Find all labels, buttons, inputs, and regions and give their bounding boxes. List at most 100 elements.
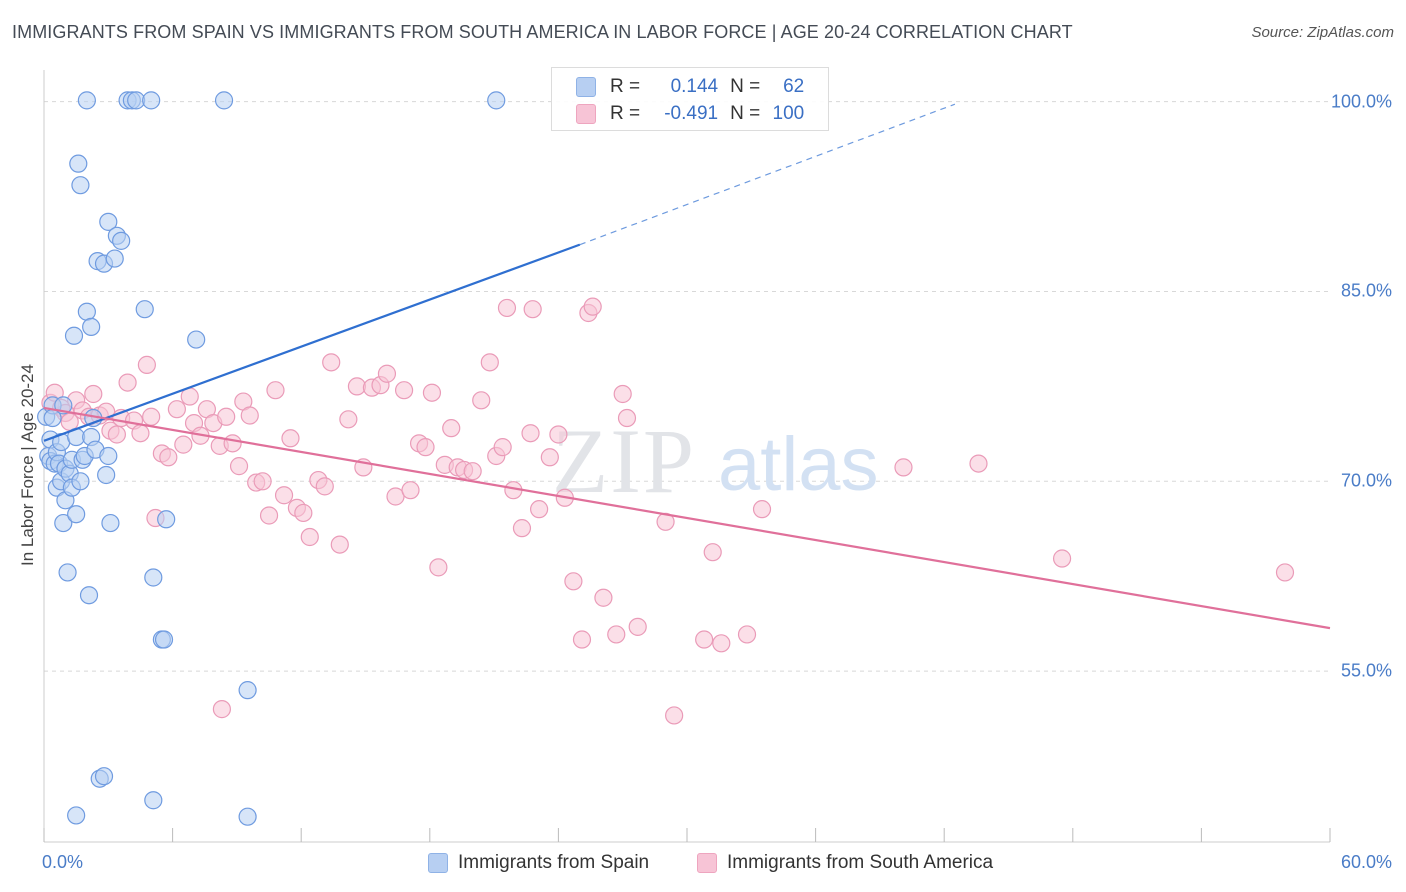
south-america-point <box>894 458 913 477</box>
watermark-zip: ZIP <box>552 410 696 512</box>
south-america-point <box>493 438 512 457</box>
bottom-legend-label-spain: Immigrants from Spain <box>458 852 650 873</box>
south-america-point <box>223 434 242 453</box>
south-america-point <box>266 381 285 400</box>
south-america-point <box>229 457 249 476</box>
south-america-point <box>607 625 626 644</box>
trendlines <box>43 103 1331 630</box>
south-america-point <box>217 407 236 426</box>
spain-point <box>214 91 234 110</box>
south-america-trendline <box>43 406 1331 630</box>
south-america-point <box>294 503 313 523</box>
south-america-point <box>540 448 559 467</box>
south-america-point <box>572 630 592 649</box>
legend-n-value-spain: 62 <box>783 76 805 97</box>
south-america-point <box>463 462 482 481</box>
spain-trendline-extension <box>579 103 956 246</box>
south-america-point <box>142 407 161 426</box>
south-america-point <box>712 634 731 653</box>
watermark: ZIP atlas <box>552 410 879 512</box>
south-america-point <box>137 355 156 374</box>
south-america-point <box>347 377 367 396</box>
x-tick-min: 0.0% <box>42 852 84 872</box>
spain-point <box>54 513 73 533</box>
correlation-legend: R = 0.144 N = 62 R = -0.491 N = 100 <box>551 67 829 131</box>
spain-point <box>97 465 116 485</box>
bottom-legend-swatch-spain <box>428 853 448 873</box>
bottom-legend-swatch-south-america <box>697 853 717 873</box>
south-america-point <box>107 425 126 444</box>
south-america-point <box>523 300 542 319</box>
south-america-point <box>339 410 358 429</box>
south-america-point <box>174 435 193 454</box>
south-america-point <box>131 424 150 443</box>
spain-point <box>238 681 257 700</box>
spain-point <box>144 568 163 587</box>
south-america-point <box>159 448 178 467</box>
spain-point <box>71 472 90 491</box>
source-credit: Source: ZipAtlas.com <box>1251 24 1394 41</box>
spain-point <box>487 91 506 110</box>
spain-point <box>99 212 118 231</box>
south-america-point <box>377 364 397 383</box>
south-america-point <box>472 391 491 410</box>
south-america-point <box>259 506 279 525</box>
south-america-point <box>665 706 684 725</box>
spain-point <box>101 513 120 533</box>
bottom-legend-south-america[interactable]: Immigrants from South America <box>697 852 993 874</box>
south-america-point <box>315 477 334 496</box>
y-tick-label: 100.0% <box>1330 91 1392 112</box>
south-america-point <box>442 419 461 438</box>
spain-trendline <box>43 243 581 442</box>
spain-point <box>77 91 96 110</box>
south-america-point <box>118 373 137 392</box>
south-america-point <box>969 454 988 473</box>
spain-point <box>135 300 154 319</box>
spain-point <box>187 330 206 349</box>
south-america-point <box>416 438 435 457</box>
spain-point <box>142 91 161 110</box>
south-america-point <box>497 298 517 318</box>
south-america-point <box>167 400 186 419</box>
south-america-point <box>240 406 259 425</box>
spain-point <box>69 154 88 173</box>
legend-row-spain: R = 0.144 N = 62 <box>576 74 804 100</box>
south-america-point <box>521 424 540 443</box>
y-tick-label: 85.0% <box>1340 280 1392 301</box>
south-america-point <box>212 700 231 719</box>
spain-point <box>58 563 77 582</box>
south-america-point <box>583 297 602 316</box>
south-america-point <box>549 425 568 444</box>
x-tick-max: 60.0% <box>1340 852 1392 872</box>
south-america-point <box>253 472 272 491</box>
south-america-point <box>84 384 103 404</box>
spain-point <box>238 807 257 826</box>
chart-title: IMMIGRANTS FROM SPAIN VS IMMIGRANTS FROM… <box>12 22 1073 42</box>
spain-point <box>157 510 176 529</box>
spain-points <box>37 91 506 826</box>
legend-r-label: R = <box>610 103 641 124</box>
legend-n-label: N = <box>730 76 761 97</box>
spain-point <box>64 326 84 345</box>
legend-r-value-spain: 0.144 <box>670 76 719 97</box>
spain-point <box>67 505 86 524</box>
spain-point <box>79 586 99 605</box>
south-america-point <box>695 630 714 649</box>
south-america-point <box>429 558 448 577</box>
south-america-point <box>422 383 442 402</box>
bottom-legend-spain[interactable]: Immigrants from Spain <box>428 852 649 874</box>
legend-row-south-america: R = -0.491 N = 100 <box>576 101 804 127</box>
south-america-point <box>594 588 613 607</box>
south-america-point <box>1052 549 1072 568</box>
south-america-point <box>617 408 637 428</box>
gridlines <box>44 101 1330 672</box>
south-america-point <box>530 500 549 519</box>
spain-point <box>144 791 163 810</box>
south-america-point <box>737 625 757 644</box>
south-america-point <box>703 543 722 562</box>
legend-n-label: N = <box>730 103 761 124</box>
legend-swatch-south-america <box>576 104 596 124</box>
spain-point <box>67 806 86 825</box>
south-america-point <box>330 535 349 554</box>
